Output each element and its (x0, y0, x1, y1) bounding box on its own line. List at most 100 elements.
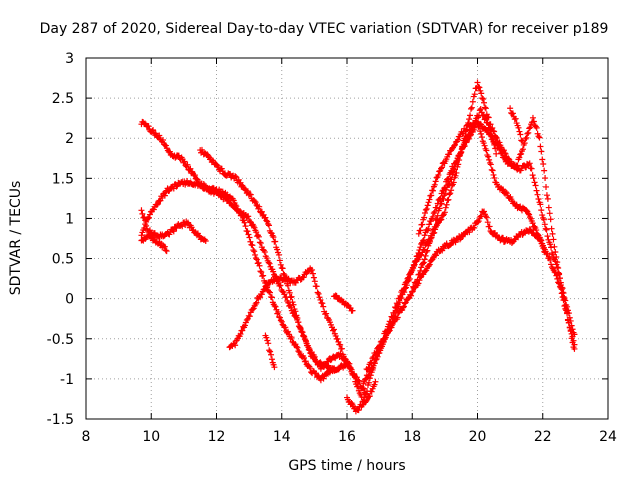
data-point (491, 128, 498, 135)
data-point (487, 161, 494, 168)
data-point (409, 288, 416, 295)
data-point (307, 365, 314, 372)
data-point (481, 142, 488, 149)
data-point (262, 214, 269, 221)
data-point (292, 279, 299, 286)
data-point (232, 202, 239, 209)
data-point (309, 266, 316, 273)
data-point (452, 160, 459, 167)
data-point (347, 365, 354, 372)
data-point (459, 144, 466, 151)
data-point (476, 123, 483, 130)
data-point (479, 95, 486, 102)
data-point (162, 142, 169, 149)
data-point (335, 366, 342, 373)
data-point (276, 257, 283, 264)
data-point (423, 205, 430, 212)
data-point (411, 284, 418, 291)
data-point (237, 331, 244, 338)
data-point (388, 324, 395, 331)
data-point (451, 142, 458, 149)
data-point (483, 214, 490, 221)
data-point (219, 188, 226, 195)
data-point (259, 273, 266, 280)
data-point (552, 269, 559, 276)
data-point (253, 299, 260, 306)
data-point (393, 300, 400, 307)
axis-tick-labels: 8 10 12 14 16 18 20 22 24 -1.5 -1 -0.5 0 0.5 1 1.5 2 2.5 3 (47, 51, 617, 445)
data-point (414, 252, 421, 259)
data-point (400, 303, 407, 310)
data-point (440, 212, 447, 219)
data-point (288, 334, 295, 341)
data-point (276, 282, 283, 289)
data-point (467, 105, 474, 112)
data-point (362, 391, 369, 398)
data-point (541, 248, 548, 255)
data-point (313, 283, 320, 290)
chart-title: Day 287 of 2020, Sidereal Day-to-day VTE… (40, 21, 609, 37)
data-point (282, 324, 289, 331)
data-point (515, 124, 522, 131)
data-point (446, 191, 453, 198)
data-point (467, 127, 474, 134)
data-point (260, 272, 267, 279)
data-point (542, 249, 549, 256)
data-point (478, 134, 485, 141)
data-point (438, 200, 445, 207)
y-tick-label: -1 (60, 372, 74, 388)
data-point (425, 199, 432, 206)
data-point (310, 274, 317, 281)
data-point (435, 172, 442, 179)
data-point (538, 207, 545, 214)
data-point (512, 115, 519, 122)
data-point (173, 183, 180, 190)
data-point (274, 246, 281, 253)
data-point (249, 306, 256, 313)
axis-ticks (85, 57, 609, 420)
data-point (561, 303, 568, 310)
data-point (545, 204, 552, 211)
data-point (317, 296, 324, 303)
series-arc-11 (363, 208, 578, 373)
data-point (355, 377, 362, 384)
data-point (250, 305, 257, 312)
data-point (161, 192, 168, 199)
data-point (341, 355, 348, 362)
data-point (279, 265, 286, 272)
data-point (525, 210, 532, 217)
data-point (256, 203, 263, 210)
data-point (542, 175, 549, 182)
data-point (268, 351, 275, 358)
data-point (427, 238, 434, 245)
data-point (549, 230, 556, 237)
data-point (400, 304, 407, 311)
data-point (154, 201, 161, 208)
data-point (430, 187, 437, 194)
data-point (498, 150, 505, 157)
data-point (300, 274, 307, 281)
data-point (241, 219, 248, 226)
data-point (251, 198, 258, 205)
y-axis-label: SDTVAR / TECUs (8, 181, 24, 296)
data-point (358, 393, 365, 400)
x-tick-label: 24 (599, 429, 617, 445)
data-point (552, 248, 559, 255)
data-point (482, 115, 489, 122)
data-point (415, 249, 422, 256)
data-point (360, 380, 367, 387)
data-point (247, 238, 254, 245)
y-tick-label: -0.5 (47, 332, 74, 348)
data-point (462, 128, 469, 135)
data-point (232, 342, 239, 349)
data-point (450, 179, 457, 186)
data-point (482, 126, 489, 133)
data-point (416, 271, 423, 278)
data-point (232, 173, 239, 180)
data-point (360, 385, 367, 392)
data-point (426, 196, 433, 203)
data-point (309, 270, 316, 277)
data-point (402, 285, 409, 292)
data-point (417, 244, 424, 251)
data-point (525, 161, 532, 168)
